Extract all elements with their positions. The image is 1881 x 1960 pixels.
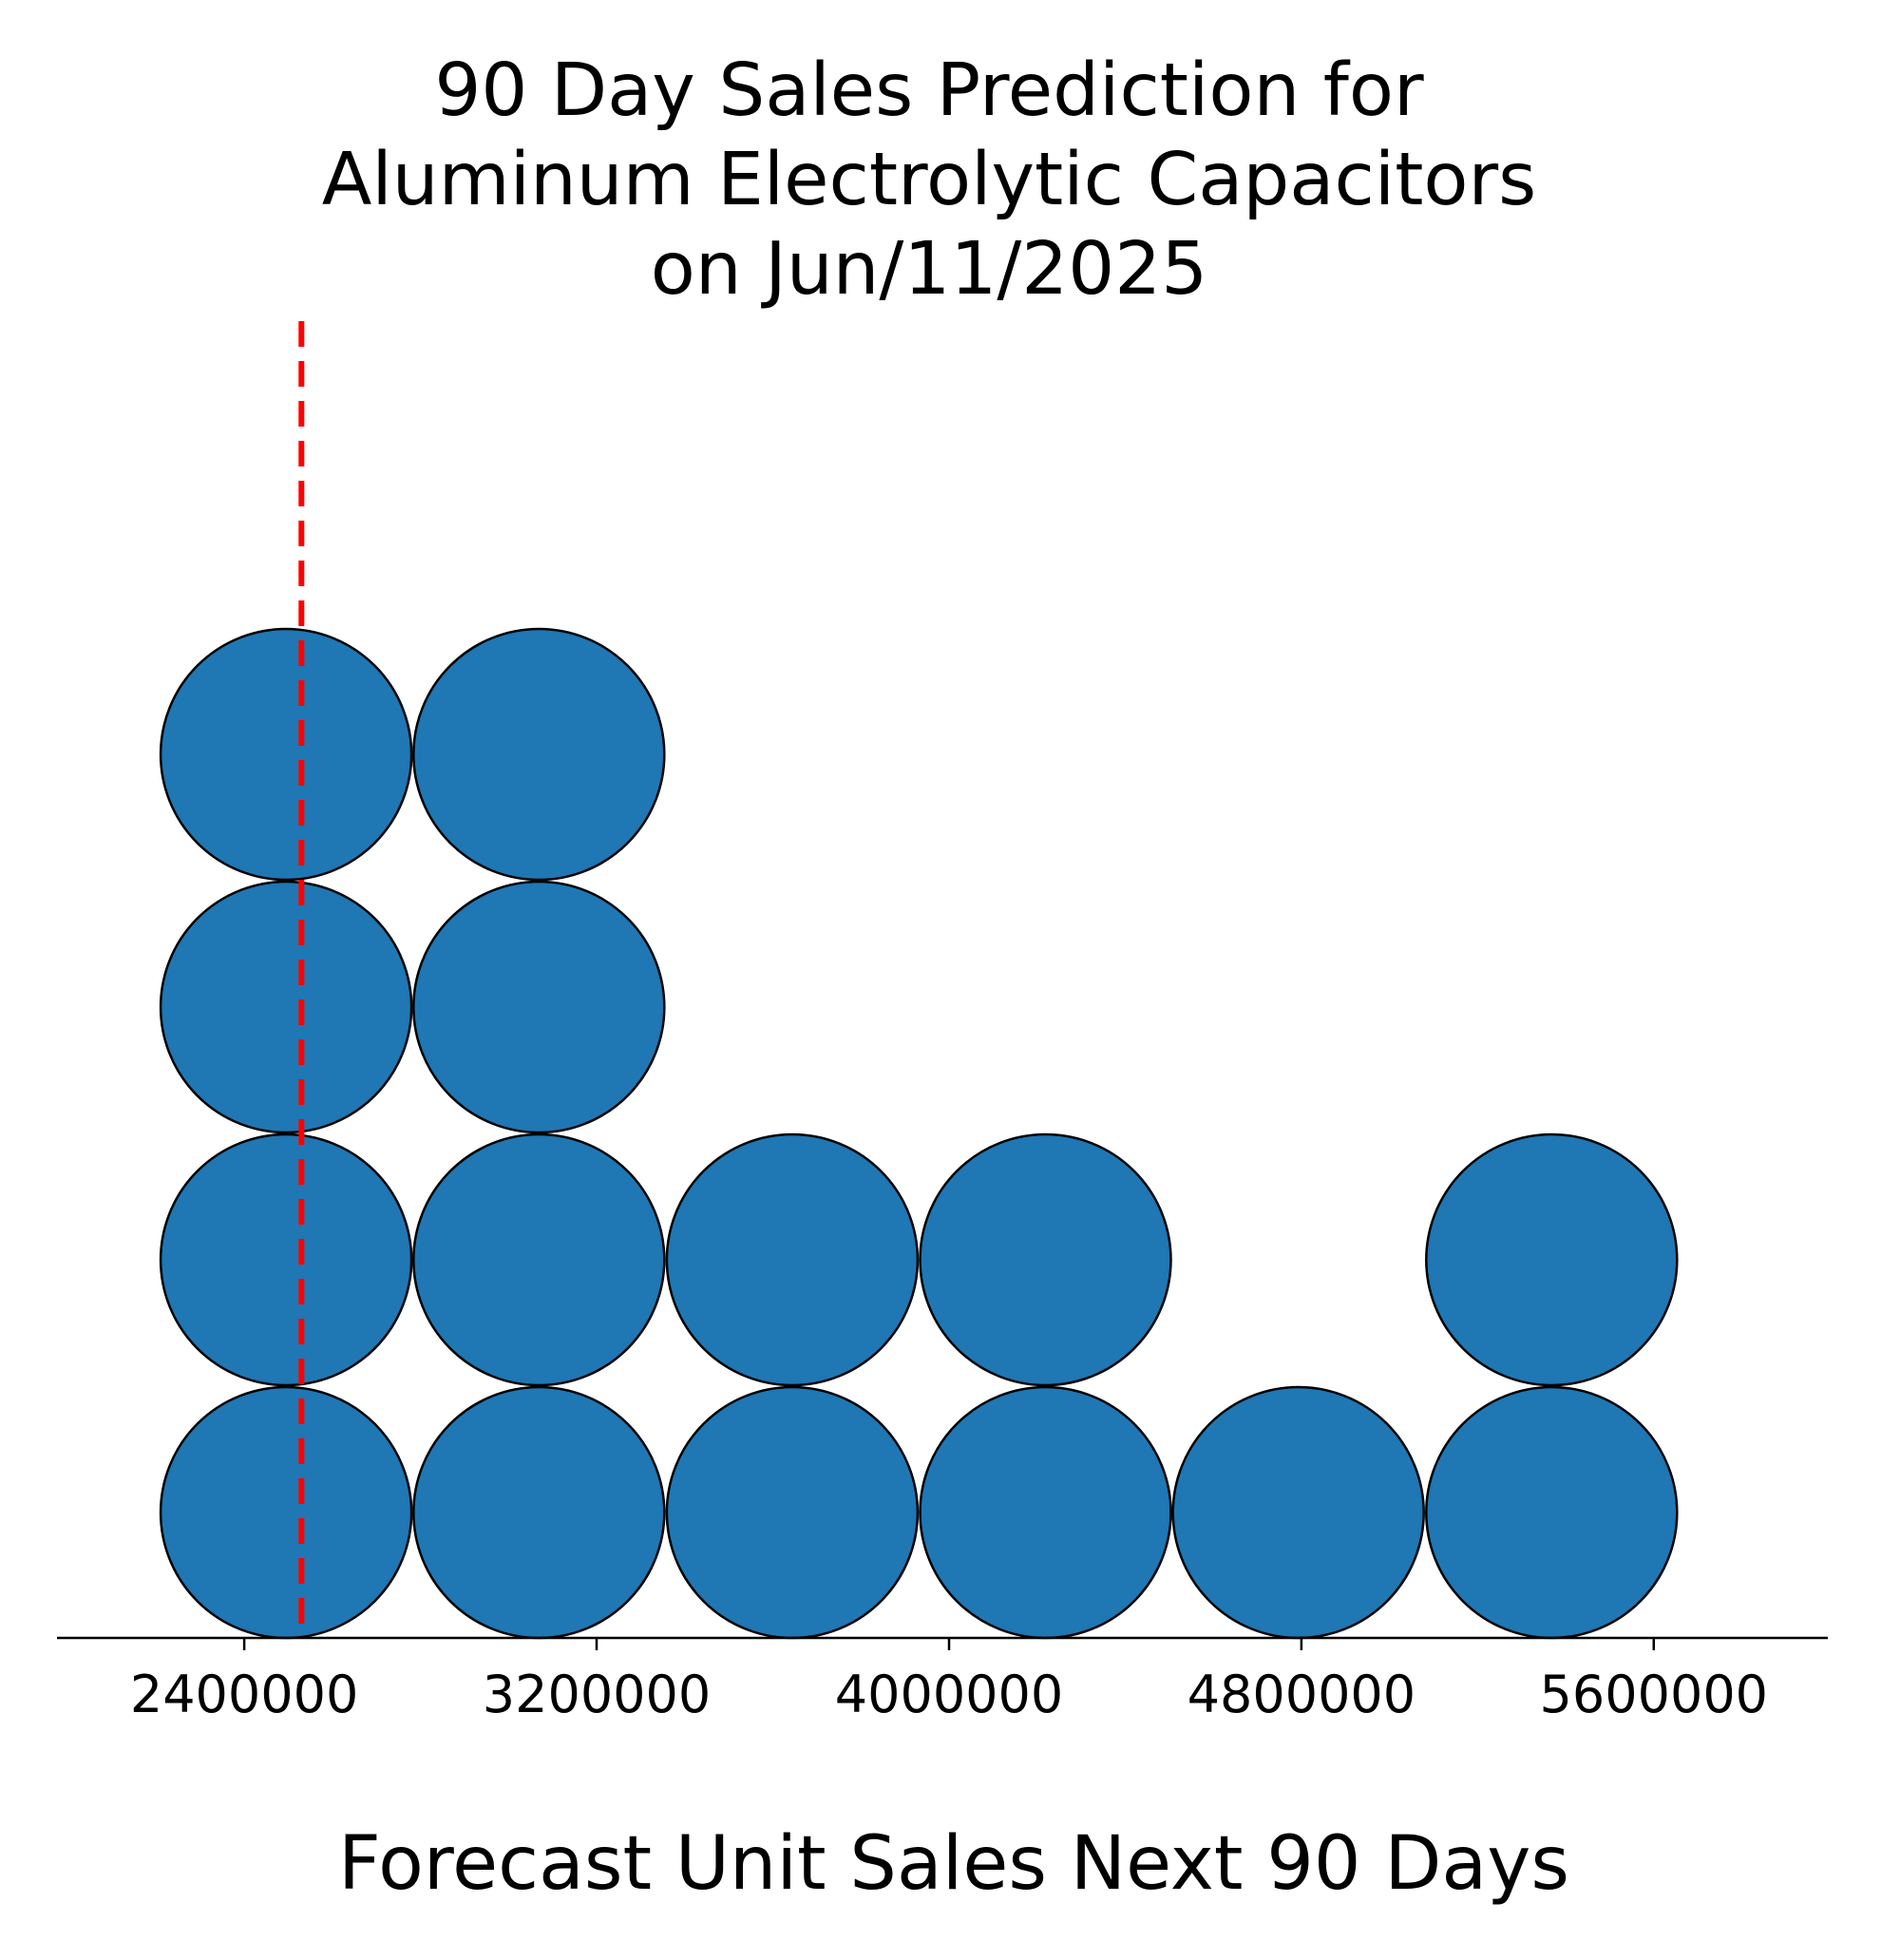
dot-bin-2-1 — [412, 1385, 666, 1640]
x-axis-label: Forecast Unit Sales Next 90 Days — [338, 1821, 1569, 1907]
x-tick-label-3: 4000000 — [835, 1665, 1064, 1724]
dot-bin-1-3 — [159, 880, 413, 1134]
dot-bin-3-1 — [665, 1385, 920, 1640]
dot-bin-4-2 — [919, 1132, 1172, 1387]
dot-bin-3-2 — [665, 1132, 920, 1387]
dot-bin-1-4 — [159, 627, 413, 882]
chart-title-line-3: on Jun/11/2025 — [651, 227, 1208, 312]
x-axis-ticks: 2400000 3200000 4000000 4800000 5600000 — [130, 1638, 1768, 1724]
chart-title-line-1: 90 Day Sales Prediction for — [434, 48, 1424, 133]
dot-bin-1-1 — [159, 1385, 413, 1640]
dots-layer — [159, 627, 1679, 1640]
dot-bin-4-1 — [919, 1385, 1172, 1640]
chart-title-line-2: Aluminum Electrolytic Capacitors — [322, 138, 1537, 222]
dot-bin-5-1 — [1171, 1385, 1425, 1640]
x-tick-label-4: 4800000 — [1188, 1665, 1416, 1724]
x-tick-label-2: 3200000 — [483, 1665, 712, 1724]
dot-bin-2-3 — [412, 880, 666, 1134]
dot-bin-1-2 — [159, 1132, 413, 1387]
dot-bin-2-4 — [412, 627, 666, 882]
x-tick-label-1: 2400000 — [130, 1665, 359, 1724]
dot-bin-6-2 — [1425, 1132, 1679, 1387]
dot-bin-2-2 — [412, 1132, 666, 1387]
dot-bin-6-1 — [1425, 1385, 1679, 1640]
x-tick-label-5: 5600000 — [1540, 1665, 1769, 1724]
